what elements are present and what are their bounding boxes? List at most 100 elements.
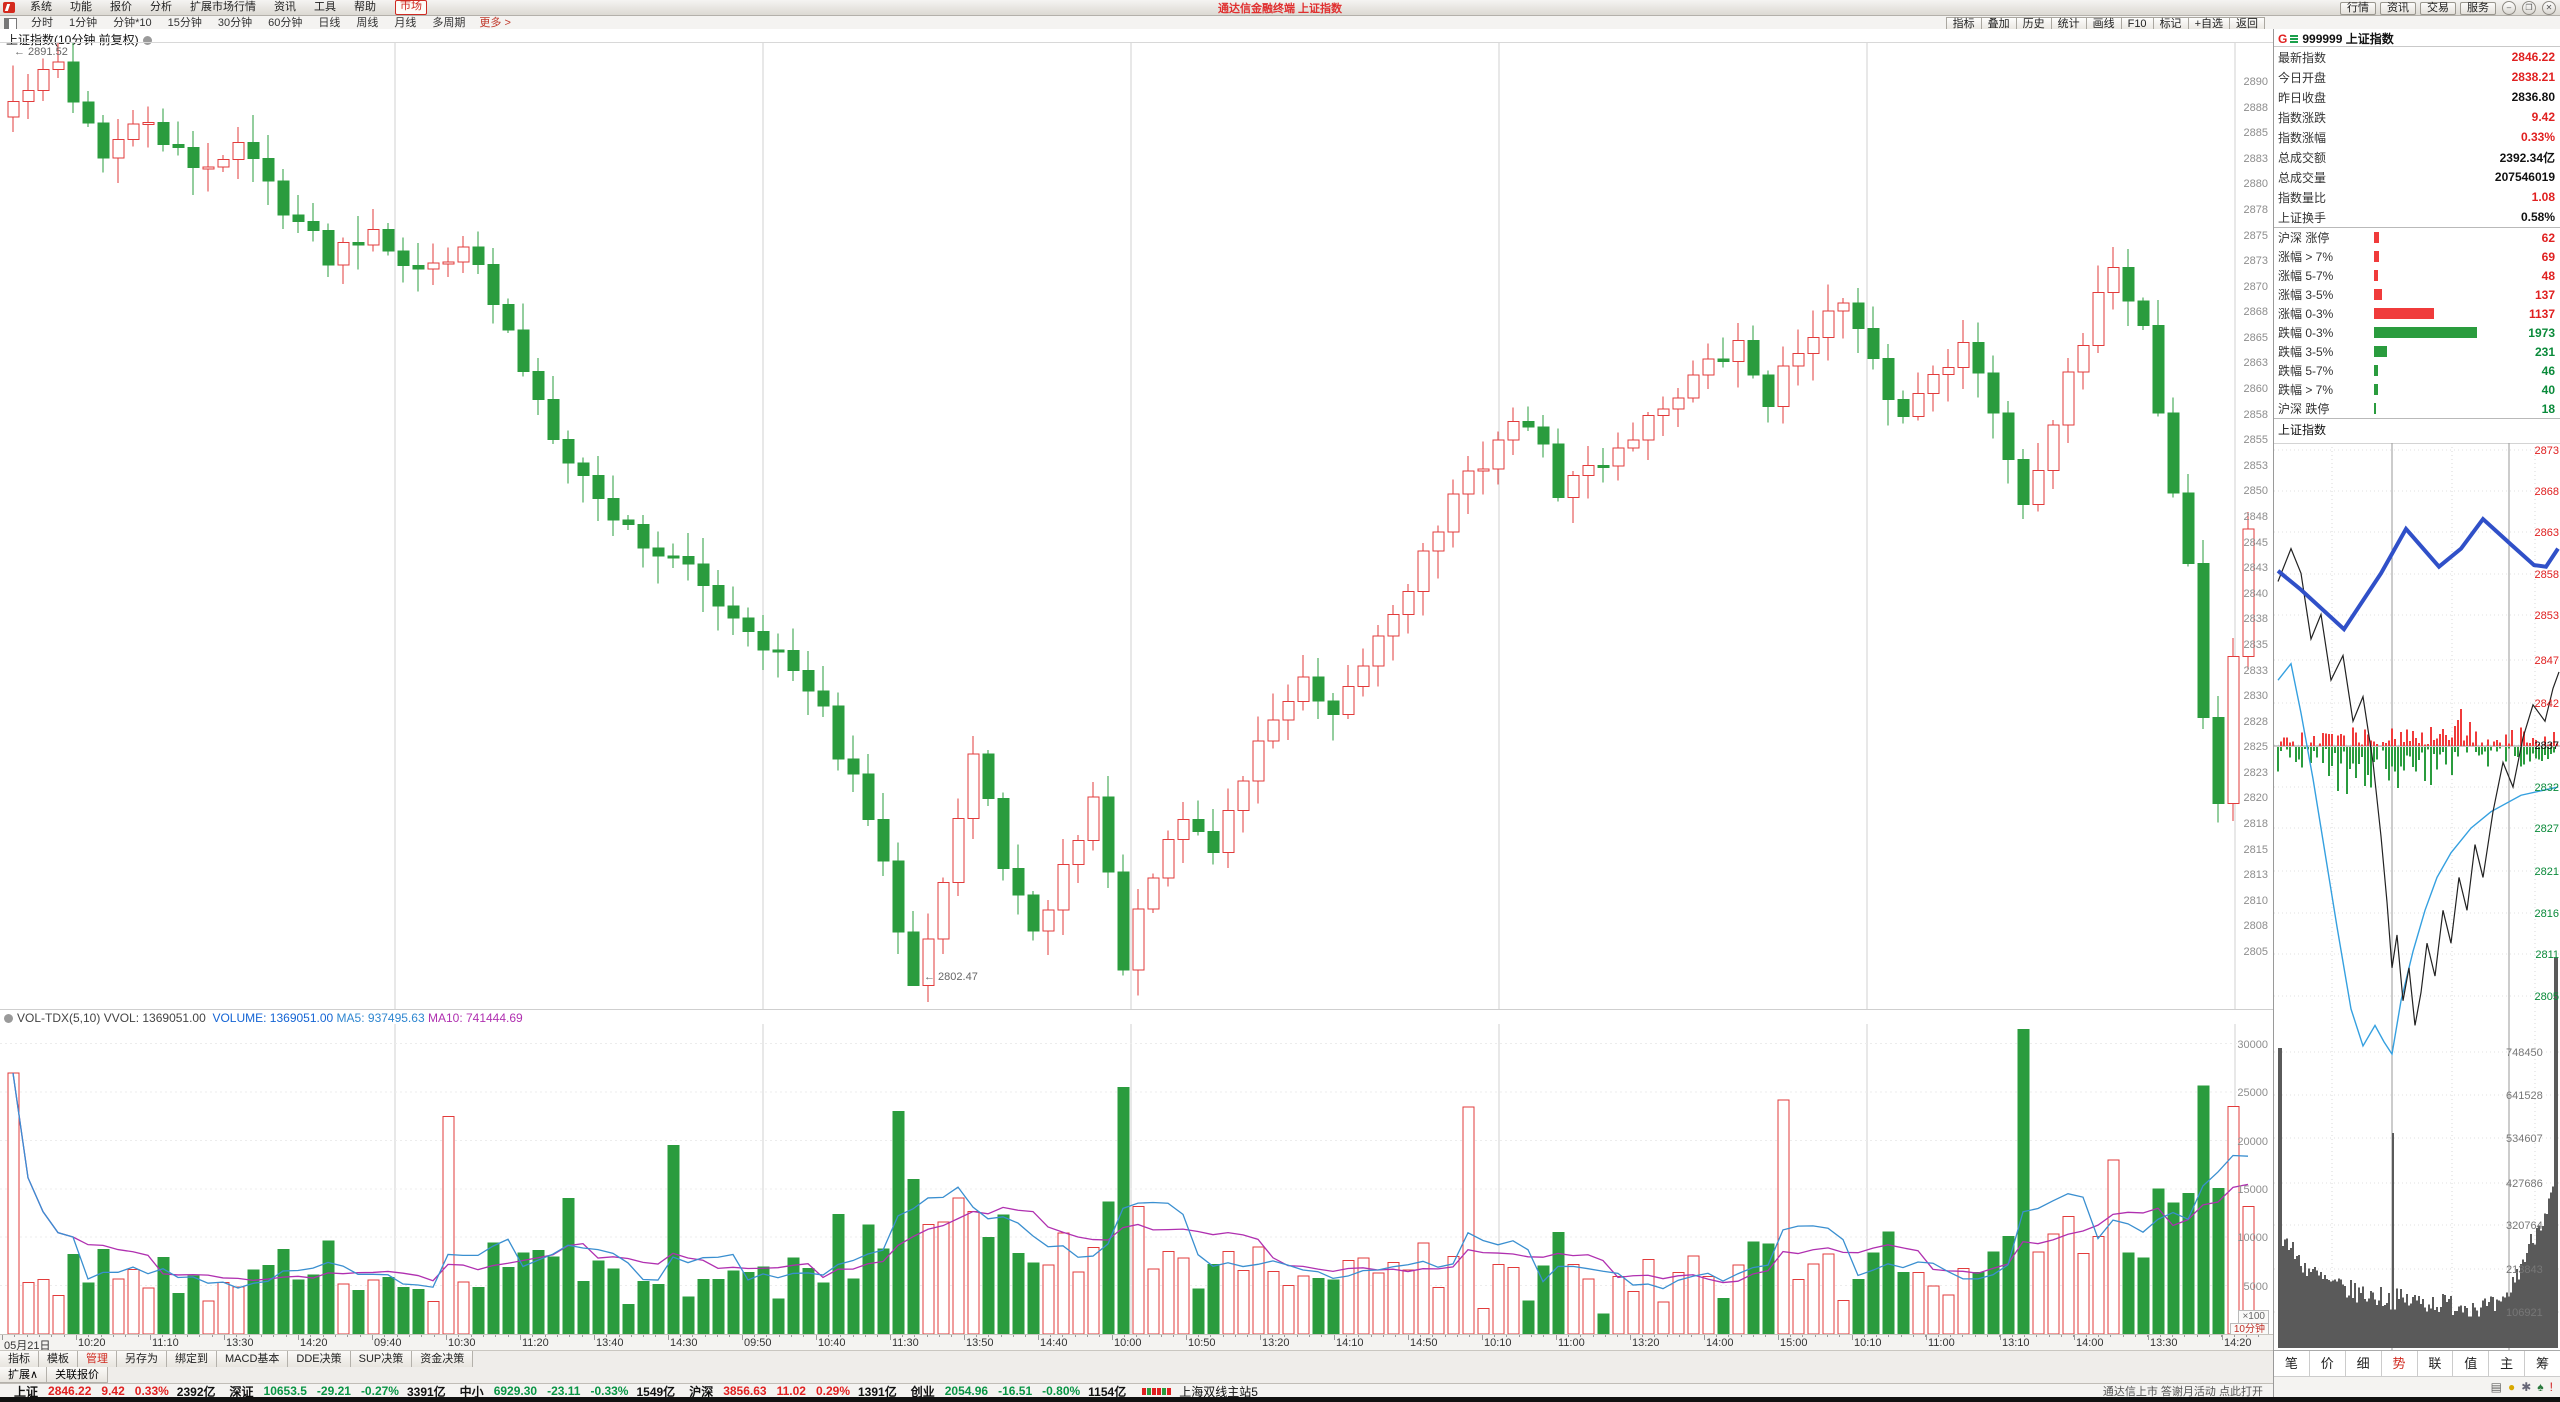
period-button-7[interactable]: 周线	[356, 17, 379, 29]
mini-chart-section-title[interactable]: 上证指数	[2274, 418, 2560, 439]
period-button-2[interactable]: 分钟*10	[113, 17, 152, 29]
coin-icon[interactable]: ●	[2507, 1380, 2516, 1394]
status-index-name-2[interactable]: 中小	[459, 1384, 484, 1399]
quote-row-2[interactable]: 昨日收盘 2836.80	[2274, 87, 2560, 107]
period-button-8[interactable]: 月线	[394, 17, 417, 29]
chart-tab-7[interactable]: SUP决策	[349, 1351, 413, 1368]
status-index-name-1[interactable]: 深证	[229, 1384, 254, 1399]
chart-tab-2[interactable]: 管理	[77, 1351, 117, 1368]
chart-info-icon[interactable]	[142, 36, 152, 45]
menu-5[interactable]: 资讯	[274, 1, 296, 13]
period-button-1[interactable]: 1分钟	[69, 17, 98, 29]
status-index-name-3[interactable]: 沪深	[689, 1384, 714, 1399]
chart-tab-1[interactable]: 模板	[38, 1351, 78, 1368]
panel-tab-5[interactable]: 值	[2453, 1351, 2490, 1377]
panel-symbol-header[interactable]: G 999999 上证指数	[2274, 29, 2560, 47]
panel-tab-7[interactable]: 筹	[2525, 1351, 2560, 1377]
period-button-6[interactable]: 日线	[318, 17, 341, 29]
period-button-3[interactable]: 15分钟	[167, 17, 202, 29]
minor-tick	[273, 1335, 275, 1337]
chart-tab-6[interactable]: DDE决策	[287, 1351, 351, 1368]
breadth-row-4[interactable]: 涨幅 0-3% 1137	[2274, 304, 2560, 323]
menu-2[interactable]: 报价	[110, 1, 132, 13]
period-button-9[interactable]: 多周期	[432, 17, 466, 29]
quote-label: 总成交量	[2278, 170, 2327, 185]
pane-divider[interactable]	[0, 1009, 2273, 1010]
minor-tick	[1777, 1335, 1779, 1337]
candlestick-chart[interactable]	[0, 43, 2273, 1009]
quote-row-3[interactable]: 指数涨跌 9.42	[2274, 107, 2560, 127]
chart-tab-8[interactable]: 资金决策	[411, 1351, 474, 1368]
ext-tab-0[interactable]: 扩展∧	[0, 1367, 48, 1383]
minor-tick	[741, 1335, 743, 1337]
collapse-pane-icon[interactable]	[4, 1014, 13, 1023]
panel-tab-4[interactable]: 联	[2418, 1351, 2454, 1377]
panel-tab-2[interactable]: 细	[2346, 1351, 2382, 1377]
titlebar-button-3[interactable]: 服务	[2460, 1, 2496, 15]
breadth-row-0[interactable]: 沪深 涨停 62	[2274, 228, 2560, 247]
minor-tick	[1629, 1335, 1631, 1337]
minor-tick	[1469, 1335, 1471, 1337]
status-index-name-0[interactable]: 上证	[14, 1384, 39, 1399]
panel-tab-1[interactable]: 价	[2310, 1351, 2346, 1377]
breadth-row-6[interactable]: 跌幅 3-5% 231	[2274, 342, 2560, 361]
period-button-0[interactable]: 分时	[31, 17, 53, 29]
main-chart-area[interactable]: 上证指数(10分钟 前复权) ← 2891.52 ← 2802.47 2890 2…	[0, 29, 2273, 1402]
menu-6[interactable]: 工具	[314, 1, 336, 13]
chart-tab-5[interactable]: MACD基本	[216, 1351, 289, 1368]
breadth-bar	[2374, 346, 2387, 357]
breadth-bar	[2374, 327, 2477, 338]
minimize-button[interactable]: –	[2502, 1, 2516, 15]
panel-tab-6[interactable]: 主	[2489, 1351, 2526, 1377]
menu-0[interactable]: 系统	[30, 1, 52, 13]
titlebar-button-2[interactable]: 交易	[2420, 1, 2456, 15]
chart-tab-3[interactable]: 另存为	[116, 1351, 167, 1368]
breadth-row-2[interactable]: 涨幅 5-7% 48	[2274, 266, 2560, 285]
chart-tab-4[interactable]: 绑定到	[166, 1351, 217, 1368]
mini-intraday-chart[interactable]	[2274, 443, 2560, 1350]
restore-button[interactable]: ❐	[2522, 1, 2536, 15]
panel-tab-3[interactable]: 势	[2382, 1351, 2418, 1377]
minor-tick	[1962, 1335, 1964, 1337]
tool-button-0[interactable]: 指标	[1945, 17, 1982, 31]
quote-row-5[interactable]: 总成交额 2392.34亿	[2274, 147, 2560, 167]
volume-chart[interactable]	[0, 1024, 2273, 1334]
breadth-row-1[interactable]: 涨幅 > 7% 69	[2274, 247, 2560, 266]
quote-row-1[interactable]: 今日开盘 2838.21	[2274, 67, 2560, 87]
breadth-value: 231	[2534, 344, 2555, 359]
chart-frame	[0, 42, 2273, 43]
status-index-name-4[interactable]: 创业	[910, 1384, 935, 1399]
minor-tick	[2258, 1335, 2260, 1337]
menu-1[interactable]: 功能	[70, 1, 92, 13]
doc-icon[interactable]: ▤	[2490, 1380, 2502, 1394]
titlebar-button-1[interactable]: 资讯	[2380, 1, 2416, 15]
antenna-icon[interactable]: ✱	[2521, 1380, 2532, 1394]
panel-tab-0[interactable]: 笔	[2274, 1351, 2310, 1377]
breadth-row-7[interactable]: 跌幅 5-7% 46	[2274, 361, 2560, 380]
close-button[interactable]: ✕	[2542, 1, 2556, 15]
menu-3[interactable]: 分析	[150, 1, 172, 13]
breadth-row-3[interactable]: 涨幅 3-5% 137	[2274, 285, 2560, 304]
breadth-row-9[interactable]: 沪深 跌停 18	[2274, 399, 2560, 418]
period-button-4[interactable]: 30分钟	[217, 17, 253, 29]
more-periods-button[interactable]: 更多 >	[479, 17, 511, 29]
titlebar-button-0[interactable]: 行情	[2340, 1, 2376, 15]
alert-icon[interactable]: !	[2549, 1380, 2553, 1394]
layout-toggle-icon[interactable]	[4, 17, 17, 30]
trees-icon[interactable]: ♠	[2537, 1380, 2544, 1394]
period-button-5[interactable]: 60分钟	[268, 17, 303, 29]
menu-market[interactable]: 市场	[395, 0, 427, 15]
server-name[interactable]: 上海双线主站5	[1179, 1384, 1258, 1399]
quote-row-6[interactable]: 总成交量 207546019	[2274, 167, 2560, 187]
quote-row-4[interactable]: 指数涨幅 0.33%	[2274, 127, 2560, 147]
breadth-row-8[interactable]: 跌幅 > 7% 40	[2274, 380, 2560, 399]
menu-4[interactable]: 扩展市场行情	[190, 1, 256, 13]
promo-link[interactable]: 通达信上市 答谢月活动 点此打开	[2102, 1386, 2263, 1398]
breadth-row-5[interactable]: 跌幅 0-3% 1973	[2274, 323, 2560, 342]
menu-7[interactable]: 帮助	[354, 1, 376, 13]
chart-tab-0[interactable]: 指标	[0, 1351, 39, 1368]
ext-tab-1[interactable]: 关联报价	[46, 1367, 109, 1383]
quote-row-8[interactable]: 上证换手 0.58%	[2274, 207, 2560, 227]
quote-row-7[interactable]: 指数量比 1.08	[2274, 187, 2560, 207]
quote-row-0[interactable]: 最新指数 2846.22	[2274, 47, 2560, 67]
